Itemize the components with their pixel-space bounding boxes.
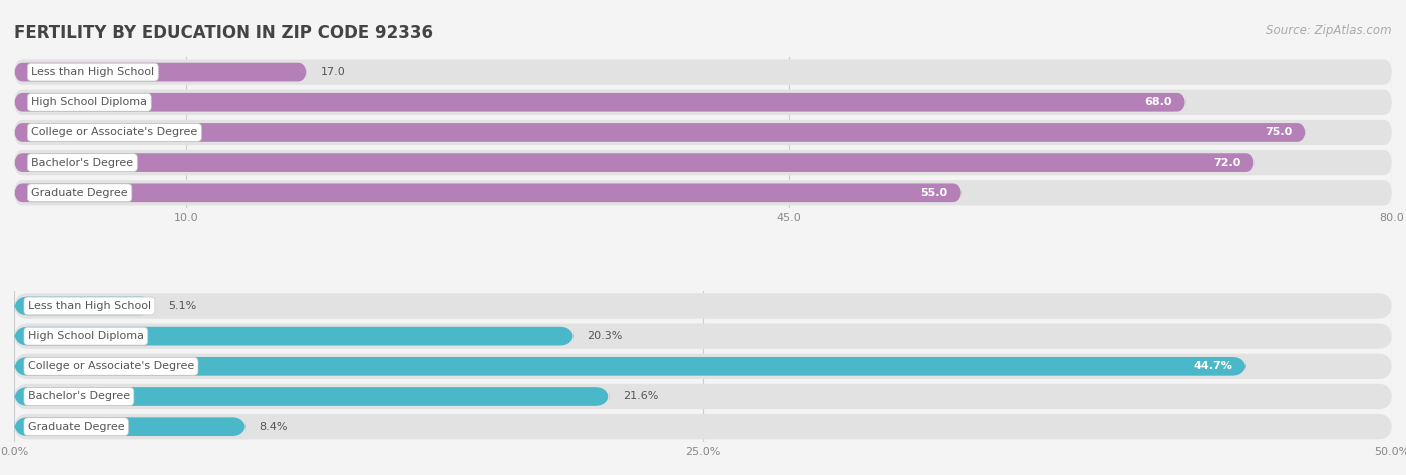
Text: High School Diploma: High School Diploma: [31, 97, 148, 107]
FancyBboxPatch shape: [14, 384, 1392, 409]
FancyBboxPatch shape: [14, 414, 1392, 439]
Text: 20.3%: 20.3%: [588, 331, 623, 341]
Text: 72.0: 72.0: [1213, 158, 1240, 168]
FancyBboxPatch shape: [14, 418, 246, 436]
FancyBboxPatch shape: [14, 93, 1185, 112]
Text: 17.0: 17.0: [321, 67, 346, 77]
FancyBboxPatch shape: [14, 293, 1392, 319]
Text: High School Diploma: High School Diploma: [28, 331, 143, 341]
FancyBboxPatch shape: [14, 120, 1392, 145]
FancyBboxPatch shape: [14, 357, 1246, 376]
FancyBboxPatch shape: [14, 183, 962, 202]
FancyBboxPatch shape: [14, 323, 1392, 349]
Text: College or Associate's Degree: College or Associate's Degree: [28, 361, 194, 371]
FancyBboxPatch shape: [14, 180, 1392, 206]
FancyBboxPatch shape: [14, 327, 574, 345]
Text: 44.7%: 44.7%: [1194, 361, 1232, 371]
Text: 68.0: 68.0: [1144, 97, 1171, 107]
FancyBboxPatch shape: [14, 296, 155, 315]
FancyBboxPatch shape: [14, 59, 1392, 85]
Text: 55.0: 55.0: [921, 188, 948, 198]
Text: Graduate Degree: Graduate Degree: [31, 188, 128, 198]
FancyBboxPatch shape: [14, 153, 1254, 172]
FancyBboxPatch shape: [14, 387, 609, 406]
FancyBboxPatch shape: [14, 150, 1392, 175]
Text: Less than High School: Less than High School: [31, 67, 155, 77]
Text: College or Associate's Degree: College or Associate's Degree: [31, 127, 197, 137]
Text: Graduate Degree: Graduate Degree: [28, 422, 125, 432]
Text: FERTILITY BY EDUCATION IN ZIP CODE 92336: FERTILITY BY EDUCATION IN ZIP CODE 92336: [14, 24, 433, 42]
Text: Less than High School: Less than High School: [28, 301, 150, 311]
FancyBboxPatch shape: [14, 353, 1392, 379]
Text: 75.0: 75.0: [1265, 127, 1292, 137]
Text: Source: ZipAtlas.com: Source: ZipAtlas.com: [1267, 24, 1392, 37]
FancyBboxPatch shape: [14, 123, 1306, 142]
Text: 5.1%: 5.1%: [169, 301, 197, 311]
Text: Bachelor's Degree: Bachelor's Degree: [31, 158, 134, 168]
FancyBboxPatch shape: [14, 90, 1392, 115]
Text: 8.4%: 8.4%: [259, 422, 288, 432]
FancyBboxPatch shape: [14, 63, 307, 81]
Text: Bachelor's Degree: Bachelor's Degree: [28, 391, 129, 401]
Text: 21.6%: 21.6%: [623, 391, 658, 401]
